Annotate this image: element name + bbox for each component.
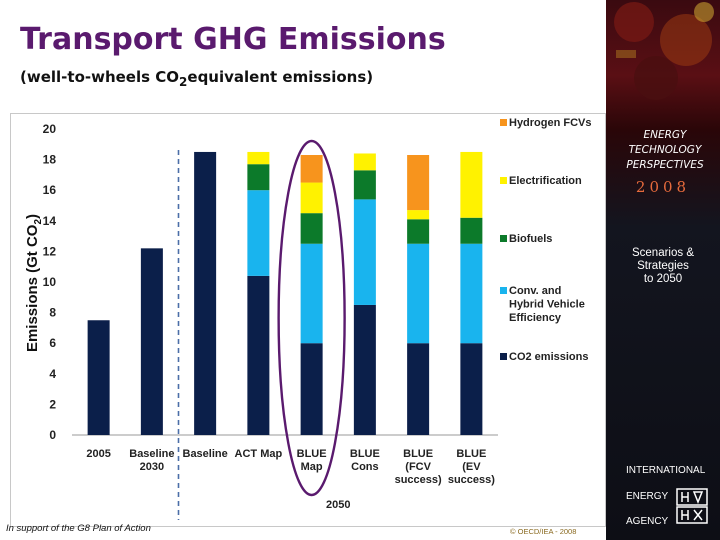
y-axis-label-main: Emissions (Gt CO — [24, 224, 41, 352]
org-line-3: AGENCY — [626, 516, 669, 527]
brand-name: ENERGY TECHNOLOGY PERSPECTIVES — [610, 128, 720, 173]
bar-segment — [407, 219, 430, 244]
bar-segment — [300, 343, 323, 435]
x-category-label: Cons — [351, 461, 379, 473]
group-label-2050: 2050 — [326, 499, 350, 511]
bar-segment — [407, 243, 430, 344]
bar-segment — [460, 217, 483, 244]
y-tick-label: 20 — [43, 122, 57, 136]
y-axis-label: Emissions (Gt CO2) — [24, 214, 44, 352]
bar-segment — [247, 190, 270, 276]
bar-segment — [407, 155, 430, 211]
y-tick-label: 0 — [49, 428, 56, 442]
brand-year: 2008 — [635, 178, 691, 196]
bar-segment — [87, 320, 110, 435]
bar-segment — [247, 275, 270, 435]
y-tick-label: 14 — [43, 214, 57, 228]
y-axis-label-subscript: 2 — [33, 219, 44, 225]
bar-segment — [194, 151, 217, 435]
x-category-label: ACT Map — [235, 448, 283, 460]
brand-tagline: Scenarios & Strategies to 2050 — [606, 247, 720, 286]
bar-segment — [460, 151, 483, 218]
iea-logo-icon — [676, 488, 708, 524]
legend-label: Biofuels — [509, 233, 552, 245]
x-category-label: BLUE — [403, 448, 433, 460]
subtitle-text: (well-to-wheels CO — [20, 68, 180, 86]
x-category-label: (FCV — [405, 461, 431, 473]
org-line-2: ENERGY — [626, 491, 669, 502]
legend-label: Efficiency — [509, 312, 562, 324]
bar-segment — [300, 243, 323, 344]
legend-swatch — [500, 353, 507, 360]
bar-segment — [300, 213, 323, 244]
x-category-label: Baseline — [183, 448, 228, 460]
y-tick-label: 10 — [43, 275, 57, 289]
y-tick-label: 6 — [49, 336, 56, 350]
bar-segment — [407, 210, 430, 220]
bar-segment — [460, 343, 483, 435]
subtitle-subscript: 2 — [179, 75, 188, 89]
legend-swatch — [500, 119, 507, 126]
y-tick-label: 18 — [43, 153, 57, 167]
brand-line-1: ENERGY — [643, 129, 687, 141]
x-category-label: Map — [301, 461, 323, 473]
footer-note: In support of the G8 Plan of Action — [6, 523, 151, 534]
bar-segment — [353, 153, 376, 171]
legend-label: Hydrogen FCVs — [509, 117, 592, 129]
x-category-label: (EV — [462, 461, 481, 473]
y-axis-label-close: ) — [24, 214, 41, 219]
bar-segment — [140, 248, 163, 435]
legend-label: CO2 emissions — [509, 351, 588, 363]
bar-segment — [247, 151, 270, 165]
x-category-label: success) — [395, 474, 442, 486]
brand-line-2: TECHNOLOGY — [628, 144, 702, 156]
bar-segment — [247, 164, 270, 191]
bar-segment — [353, 170, 376, 200]
x-category-label: 2030 — [140, 461, 164, 473]
legend-swatch — [500, 287, 507, 294]
bar-segment — [353, 304, 376, 435]
brand-sidebar — [606, 0, 720, 540]
y-tick-label: 2 — [49, 397, 56, 411]
tagline-line-1: Scenarios & — [631, 247, 694, 259]
bar-segment — [460, 243, 483, 344]
subtitle-text-end: equivalent emissions) — [187, 68, 374, 86]
highlight-ellipse — [277, 139, 346, 497]
x-category-label: 2005 — [86, 448, 110, 460]
slide-subtitle: (well-to-wheels CO2equivalent emissions) — [20, 68, 373, 89]
brand-line-3: PERSPECTIVES — [626, 159, 704, 171]
y-tick-label: 4 — [49, 367, 56, 381]
tagline-line-2: Strategies — [637, 260, 689, 272]
legend-swatch — [500, 177, 507, 184]
org-line-1: INTERNATIONAL — [626, 465, 706, 476]
legend-label: Electrification — [509, 175, 582, 187]
slide-title: Transport GHG Emissions — [20, 22, 446, 57]
legend-label: Conv. and — [509, 285, 561, 297]
footer-copyright: © OECD/IEA - 2008 — [510, 527, 577, 536]
legend-label: Hybrid Vehicle — [509, 299, 585, 311]
x-category-label: BLUE — [350, 448, 380, 460]
y-tick-label: 8 — [49, 306, 56, 320]
x-category-label: success) — [448, 474, 495, 486]
x-category-label: BLUE — [456, 448, 486, 460]
legend-swatch — [500, 235, 507, 242]
y-tick-label: 12 — [43, 244, 57, 258]
x-category-label: Baseline — [129, 448, 174, 460]
x-category-label: BLUE — [297, 448, 327, 460]
bar-segment — [300, 155, 323, 183]
sidebar-artwork — [614, 2, 714, 100]
y-tick-label: 16 — [43, 183, 57, 197]
tagline-line-3: to 2050 — [643, 273, 683, 285]
bar-segment — [407, 343, 430, 435]
bar-segment — [353, 199, 376, 305]
bar-segment — [300, 182, 323, 214]
